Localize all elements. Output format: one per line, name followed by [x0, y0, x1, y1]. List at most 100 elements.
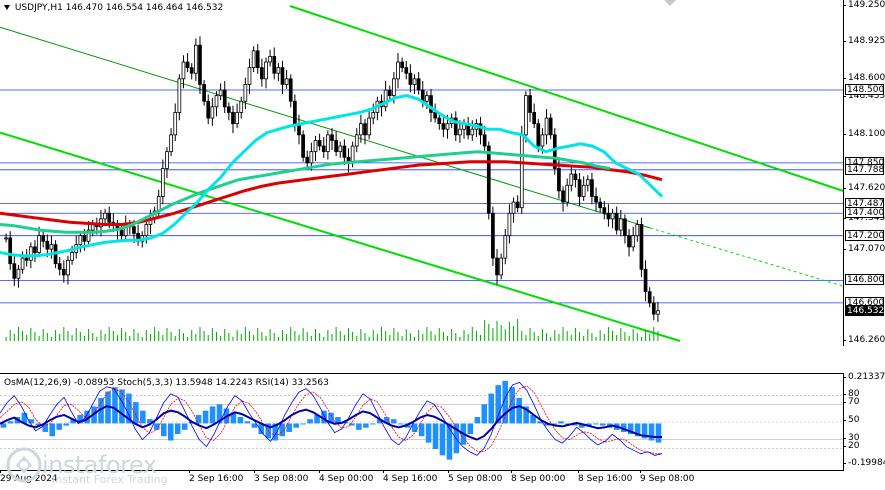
candle-body-54 — [227, 106, 231, 113]
candle-body-59 — [247, 67, 252, 85]
time-label-1: 2 Sep 16:00 — [189, 470, 244, 484]
candle-body-65 — [272, 56, 277, 74]
osma-bar-83 — [579, 423, 585, 428]
candle-body-155 — [643, 268, 648, 293]
osma-bar-61 — [425, 423, 432, 443]
osma-bar-56 — [390, 419, 397, 424]
stoch-main-line — [0, 381, 663, 456]
osma-bar-75 — [523, 406, 529, 424]
candle-body-118 — [491, 212, 495, 259]
candle-body-143 — [594, 196, 598, 203]
channel-upper-line — [289, 5, 844, 192]
osma-bar-34 — [237, 417, 244, 424]
candle-body-97 — [404, 67, 409, 74]
osma-bar-17 — [119, 389, 125, 424]
osma-bar-41 — [286, 423, 292, 432]
time-label-3: 4 Sep 00:00 — [319, 470, 374, 484]
oscillator-header: OsMA(12,26,9) -0.08953 Stoch(5,3,3) 13.5… — [4, 378, 329, 388]
osma-bar-29 — [202, 410, 209, 424]
price-scale[interactable]: 149.250 148.925 148.600 148.435 148.100 147.6… — [842, 0, 885, 345]
candle-body-140 — [581, 184, 586, 197]
osma-bar-39 — [272, 423, 279, 441]
oscillator-scale[interactable]: 0.21337 80 70 50 30 20 -0.19984 — [842, 372, 885, 469]
osma-bar-93 — [648, 423, 655, 441]
osma-bar-68 — [474, 417, 481, 424]
candle-body-105 — [437, 117, 442, 125]
candle-body-80 — [334, 140, 338, 153]
candle-body-78 — [326, 134, 330, 153]
candle-body-7 — [33, 246, 37, 253]
osma-bar-24 — [167, 423, 174, 441]
candle-body-9 — [41, 235, 46, 242]
candle-body-24 — [103, 212, 107, 220]
osma-bar-42 — [293, 423, 299, 428]
price-chart-pane[interactable]: USDJPY,H1 146.470 146.554 146.464 146.53… — [0, 0, 844, 346]
osma-bar-36 — [251, 423, 258, 428]
osma-bar-22 — [154, 423, 160, 430]
pane-separator[interactable] — [0, 345, 843, 373]
candle-body-62 — [260, 67, 264, 80]
osma-bar-71 — [495, 385, 502, 424]
candle-body-89 — [371, 112, 376, 119]
candle-body-51 — [214, 95, 219, 108]
osma-bar-46 — [321, 410, 327, 424]
candle-body-148 — [614, 212, 619, 231]
candle-body-109 — [453, 117, 458, 136]
osma-bar-5 — [35, 423, 42, 426]
watermark-name: instaforex — [42, 451, 157, 479]
candle-body-122 — [507, 212, 512, 237]
time-label-5: 5 Sep 08:00 — [448, 470, 503, 484]
candle-body-121 — [503, 235, 508, 259]
chart-shift-marker-icon[interactable] — [664, 0, 676, 6]
candle-body-107 — [445, 123, 450, 130]
osma-bar-79 — [551, 423, 557, 425]
osma-bar-53 — [370, 423, 376, 425]
candle-body-34 — [144, 224, 149, 237]
candle-body-69 — [288, 78, 293, 102]
candle-body-40 — [169, 134, 173, 153]
price-chart-canvas — [0, 5, 844, 342]
candle-body-45 — [189, 67, 194, 74]
candle-body-87 — [363, 123, 367, 136]
candle-body-76 — [317, 140, 322, 147]
symbol-dropdown-icon[interactable] — [4, 5, 10, 10]
osma-label: OsMA(12,26,9) -0.08953 — [4, 378, 115, 388]
candle-body-20 — [86, 229, 91, 242]
oscillator-canvas — [0, 380, 843, 460]
price-tick-4: 148.100 — [842, 128, 885, 139]
osma-bar-48 — [335, 417, 341, 424]
osma-bar-11 — [77, 414, 83, 424]
price-tick-3: 148.435 — [842, 91, 885, 102]
osma-bar-33 — [230, 412, 237, 424]
osma-bar-59 — [411, 423, 418, 432]
rsi-line — [0, 405, 662, 441]
osma-bar-30 — [209, 406, 216, 424]
candle-body-132 — [548, 117, 553, 136]
time-label-7: 8 Sep 16:00 — [578, 470, 633, 484]
candle-body-94 — [392, 78, 396, 97]
candle-body-145 — [602, 207, 607, 214]
osc-tick-3: 50 — [842, 415, 860, 425]
candle-body-1 — [8, 237, 13, 265]
candle-body-130 — [540, 134, 545, 147]
oscillator-pane[interactable]: OsMA(12,26,9) -0.08953 Stoch(5,3,3) 13.5… — [0, 373, 844, 471]
osma-bar-63 — [439, 423, 446, 456]
candle-body-103 — [429, 95, 433, 113]
osma-bar-91 — [634, 423, 641, 437]
osma-bar-52 — [363, 423, 369, 428]
candle-body-64 — [268, 56, 272, 63]
price-tick-5: 147.620 — [842, 182, 885, 193]
price-tick-7: 147.070 — [842, 244, 885, 255]
candle-body-134 — [557, 168, 561, 192]
candle-body-13 — [57, 263, 62, 270]
osma-bar-14 — [98, 397, 104, 424]
osma-bar-20 — [140, 410, 146, 424]
candle-body-11 — [49, 244, 54, 250]
ema-mid-line — [0, 150, 611, 234]
osma-bar-44 — [307, 419, 313, 424]
osma-bar-6 — [42, 423, 49, 432]
osma-bar-23 — [160, 423, 167, 437]
candle-body-47 — [198, 44, 202, 85]
candle-body-116 — [482, 134, 487, 147]
